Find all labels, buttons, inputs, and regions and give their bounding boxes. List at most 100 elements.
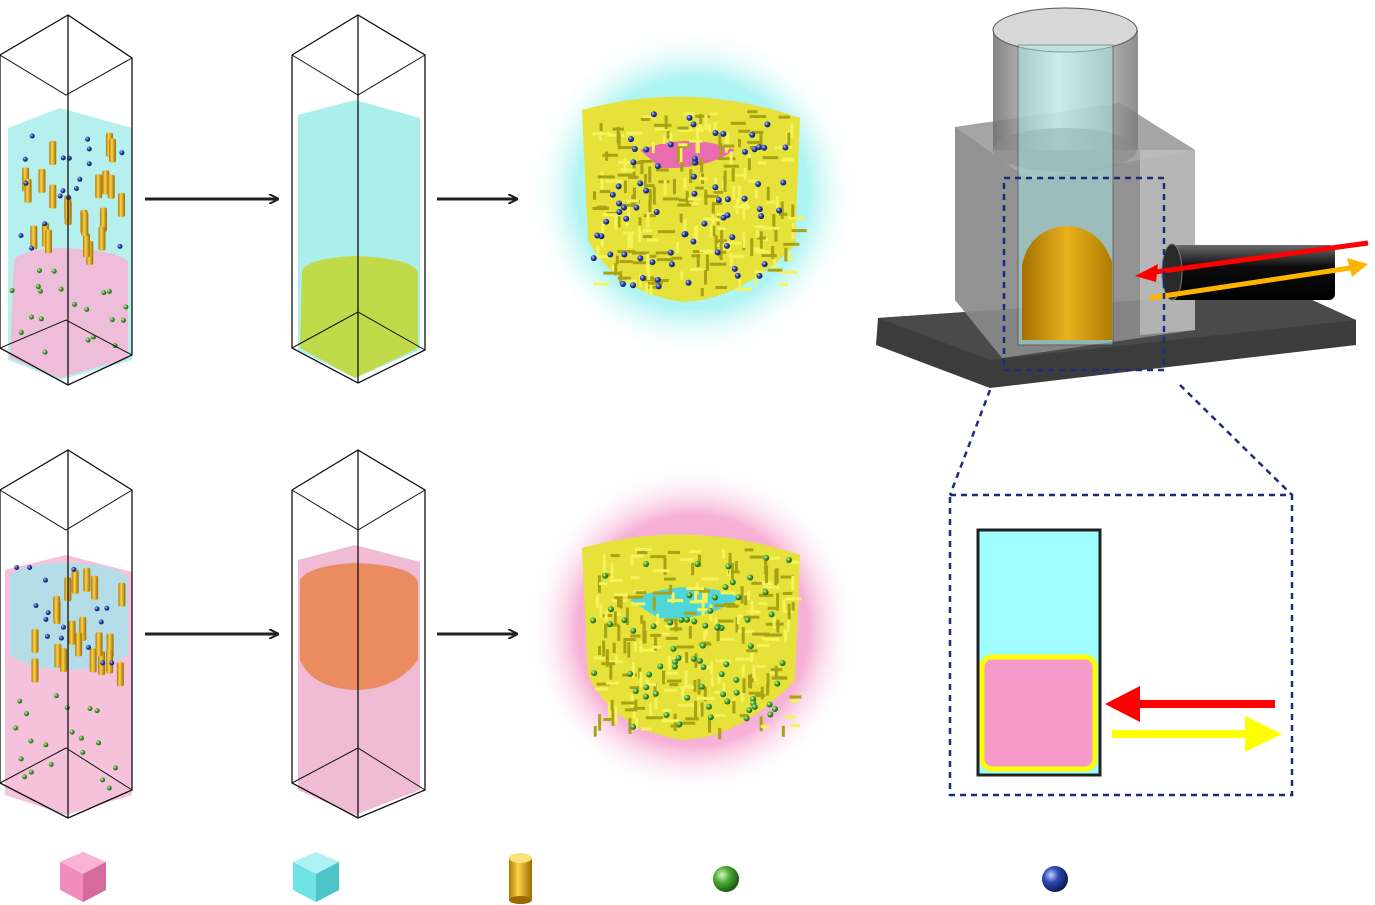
- rod-texture: [717, 239, 727, 243]
- rod-texture: [744, 595, 748, 606]
- particle: [87, 705, 93, 711]
- rod-texture: [789, 723, 801, 727]
- surface-particle: [718, 671, 725, 678]
- rod-texture: [599, 190, 611, 194]
- rod-texture: [672, 178, 676, 195]
- rod-texture: [605, 151, 609, 161]
- rod-texture: [679, 213, 683, 223]
- rod-texture: [701, 577, 720, 581]
- surface-particle: [653, 208, 660, 215]
- rod-texture: [776, 619, 780, 633]
- rod-texture: [639, 640, 643, 653]
- rod-texture: [749, 247, 765, 251]
- rod-texture: [718, 247, 731, 251]
- rod-texture: [717, 674, 721, 684]
- rod-texture: [607, 133, 625, 137]
- measurement-instrument: [876, 7, 1369, 388]
- surface-particle: [780, 179, 787, 186]
- surface-particle: [646, 671, 653, 678]
- rod-texture: [740, 586, 744, 604]
- rod-texture: [592, 132, 611, 136]
- gold-rod: [54, 643, 62, 668]
- particle: [23, 180, 29, 186]
- surface-particle: [767, 711, 774, 718]
- particle: [24, 711, 30, 717]
- rod-texture: [759, 131, 763, 149]
- rod-texture: [651, 142, 655, 154]
- rod-texture: [674, 618, 678, 632]
- rod-texture: [669, 584, 673, 595]
- rod-texture: [746, 649, 758, 653]
- surface-particle: [667, 141, 674, 148]
- rod-texture: [693, 680, 697, 692]
- rod-texture: [710, 660, 714, 675]
- rod-texture: [616, 126, 620, 144]
- rod-texture: [717, 157, 736, 161]
- rod-texture: [747, 674, 751, 688]
- rod-texture: [704, 626, 708, 637]
- surface-particle: [683, 616, 690, 623]
- rod-texture: [634, 548, 652, 552]
- rod-texture: [648, 703, 652, 716]
- rod-texture: [758, 161, 767, 165]
- rod-texture: [703, 217, 718, 221]
- rod-texture: [773, 258, 777, 272]
- legend: [60, 852, 1068, 904]
- rod-texture: [669, 683, 679, 687]
- rod-texture: [720, 227, 724, 246]
- rod-texture: [782, 599, 786, 613]
- surface-particle: [639, 274, 646, 281]
- rod-texture: [683, 112, 695, 116]
- gold-rods-bottom: [31, 567, 126, 687]
- gold-rod: [53, 595, 61, 620]
- rod-texture: [663, 179, 667, 196]
- rod-texture: [688, 625, 692, 639]
- gold-rod: [49, 141, 57, 166]
- surface-particle: [667, 249, 674, 256]
- surface-particle: [643, 146, 650, 153]
- particle: [28, 738, 34, 744]
- rod-texture: [625, 199, 639, 203]
- rod-texture: [677, 721, 696, 725]
- rod-texture: [778, 115, 791, 119]
- rod-texture: [676, 645, 694, 649]
- rod-texture: [782, 591, 793, 595]
- particle: [53, 693, 59, 699]
- rod-texture: [653, 278, 669, 282]
- rod-texture: [602, 554, 606, 573]
- surface-particle: [686, 114, 693, 121]
- surface-particle: [609, 191, 616, 198]
- rod-texture: [714, 603, 727, 607]
- rod-texture: [716, 625, 720, 642]
- rod-texture: [660, 632, 671, 636]
- rod-texture: [750, 647, 754, 662]
- surface-particle: [723, 242, 730, 249]
- surface-particle: [785, 556, 792, 563]
- gold-rod: [108, 138, 116, 163]
- surface-particle: [776, 207, 783, 214]
- rod-texture: [747, 590, 751, 601]
- rod-texture: [732, 700, 736, 714]
- rod-texture: [750, 238, 754, 257]
- particle: [18, 329, 24, 335]
- rod-texture: [685, 191, 689, 206]
- particle: [86, 644, 92, 650]
- particle: [100, 777, 106, 783]
- surface-particle: [606, 621, 613, 628]
- rod-texture: [757, 643, 770, 647]
- surface-particle: [642, 693, 649, 700]
- surface-particle: [681, 231, 688, 238]
- surface-particle: [685, 279, 692, 286]
- rod-texture: [632, 261, 647, 265]
- rod-texture: [630, 706, 645, 710]
- rod-texture: [623, 638, 636, 642]
- rod-texture: [648, 166, 652, 183]
- particle: [86, 161, 92, 167]
- rod-texture: [694, 589, 698, 604]
- rod-texture: [738, 129, 751, 133]
- particle: [17, 698, 23, 704]
- surface-particle: [654, 276, 661, 283]
- rod-texture: [699, 114, 703, 125]
- rod-texture: [665, 636, 679, 640]
- rod-texture: [695, 141, 699, 154]
